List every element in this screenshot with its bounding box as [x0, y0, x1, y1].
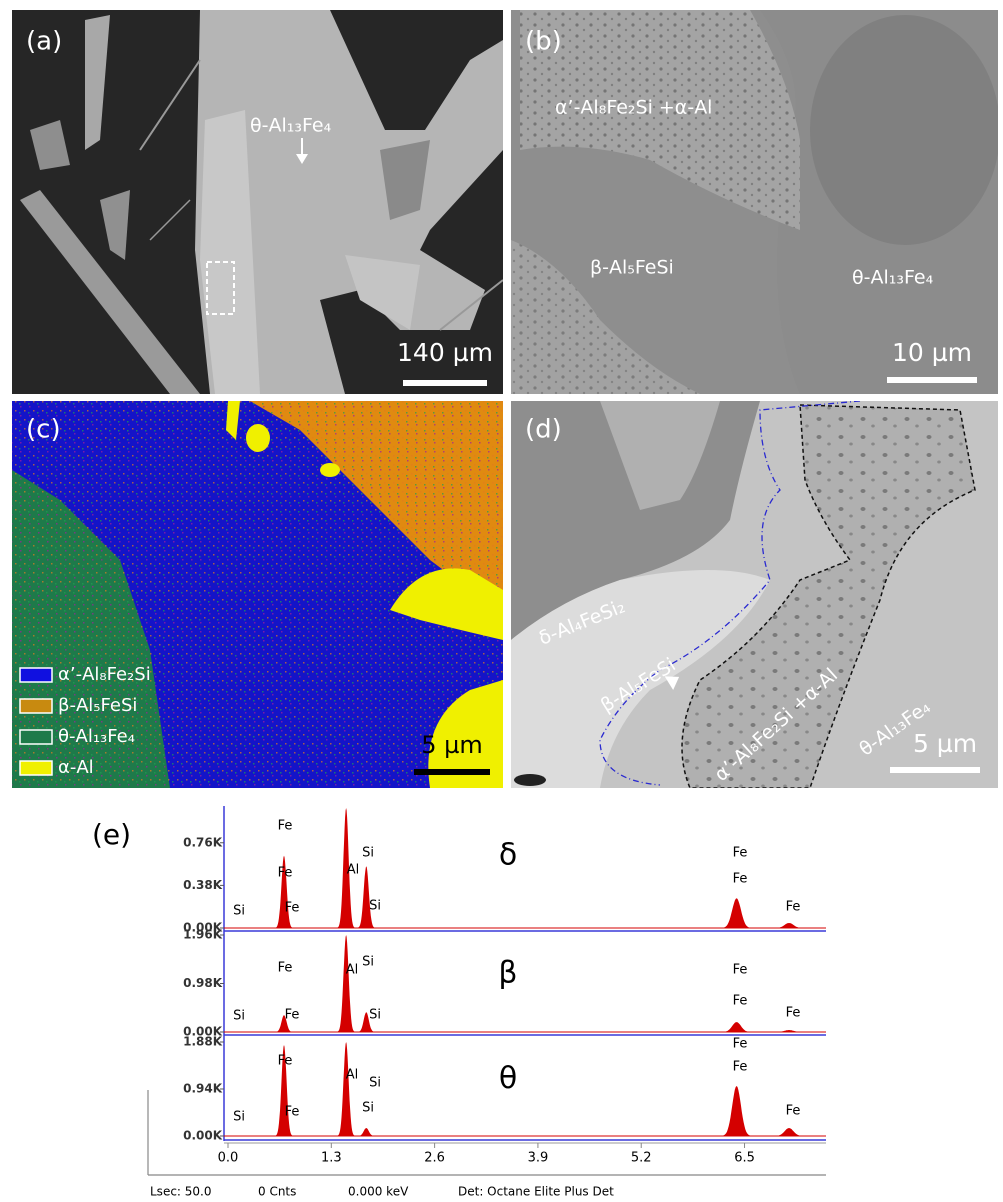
- y-tick-label: 0.38K: [183, 878, 223, 892]
- x-tick-label: 6.5: [734, 1151, 755, 1166]
- phase-label: β-Al₅FeSi: [590, 257, 674, 279]
- x-tick-label: 2.6: [424, 1151, 445, 1166]
- peak-label: Fe: [786, 1006, 801, 1021]
- peak-label: Si: [362, 846, 374, 861]
- peak-label: Fe: [733, 872, 748, 887]
- y-tick-label: 0.76K: [183, 835, 223, 849]
- panel-a: [12, 10, 503, 394]
- peak-label: Fe: [786, 1104, 801, 1119]
- legend-label: β-Al₅FeSi: [58, 695, 137, 716]
- panel-label: (e): [92, 818, 131, 851]
- peak: [336, 1042, 356, 1136]
- x-tick-label: 5.2: [631, 1151, 652, 1166]
- legend-swatch: [20, 668, 52, 682]
- x-tick-label: 3.9: [528, 1151, 549, 1166]
- legend-swatch: [20, 730, 52, 744]
- peak-label: Si: [369, 899, 381, 914]
- peak-label: Al: [347, 863, 360, 878]
- legend-label: α-Al: [58, 757, 94, 778]
- peak: [719, 1022, 754, 1032]
- footer-text: 0 Cnts: [258, 1185, 296, 1199]
- scale-bar-label: 10 µm: [892, 338, 972, 367]
- panel-label: (a): [26, 27, 62, 57]
- peak-label: Si: [369, 1076, 381, 1091]
- phase-label: α’-Al₈Fe₂Si +α-Al: [555, 97, 712, 119]
- scale-bar-label: 140 µm: [397, 338, 493, 367]
- peak-label: Fe: [733, 963, 748, 978]
- peak-label: Fe: [278, 866, 293, 881]
- phase-label: θ-Al₁₃Fe₄: [250, 115, 332, 137]
- peak-label: Al: [346, 1068, 359, 1083]
- peak-label: Si: [233, 1110, 245, 1125]
- peak-label: Fe: [733, 846, 748, 861]
- footer: Lsec: 50.0 0 Cnts 0.000 keV Det: Octane Eli…: [150, 1185, 614, 1199]
- legend-swatch: [20, 699, 52, 713]
- spectrum-title: δ: [499, 838, 517, 873]
- spectrum-title: β: [498, 955, 517, 990]
- panel-b: [511, 10, 1000, 394]
- y-tick-label: 1.96K: [183, 928, 223, 942]
- y-tick-label: 0.00K: [183, 1129, 223, 1143]
- peak-label: Fe: [733, 994, 748, 1009]
- peak: [719, 1086, 754, 1136]
- peak-label: Fe: [278, 819, 293, 834]
- y-tick-label: 0.98K: [183, 976, 223, 990]
- scale-bar-label: 5 µm: [421, 731, 483, 759]
- peak-label: Fe: [278, 961, 293, 976]
- legend-label: θ-Al₁₃Fe₄: [58, 726, 135, 747]
- footer-text: 0.000 keV: [348, 1185, 409, 1199]
- peak-label: Si: [362, 955, 374, 970]
- peak-label: Fe: [285, 1008, 300, 1023]
- peak-label: Al: [346, 963, 359, 978]
- spectrum-title: θ: [499, 1061, 517, 1096]
- peak: [772, 1128, 807, 1136]
- panel-label: (b): [525, 27, 562, 57]
- peak: [719, 898, 754, 928]
- footer-text: Lsec: 50.0: [150, 1185, 212, 1199]
- peak: [772, 923, 807, 928]
- peak-label: Fe: [733, 1060, 748, 1075]
- peak-label: Si: [362, 1101, 374, 1116]
- footer-text: Det: Octane Elite Plus Det: [458, 1185, 614, 1199]
- figure: (a) θ-Al₁₃Fe₄ 140 µm (b) α’-Al₈Fe₂Si +α-…: [0, 0, 1003, 1202]
- x-tick-label: 1.3: [321, 1151, 342, 1166]
- y-tick-label: 0.94K: [183, 1082, 223, 1096]
- peak-label: Fe: [285, 1105, 300, 1120]
- phase-label: θ-Al₁₃Fe₄: [852, 267, 934, 289]
- panel-label: (c): [26, 415, 61, 445]
- peak: [356, 1128, 376, 1136]
- legend-swatch: [20, 761, 52, 775]
- peak-label: Fe: [285, 901, 300, 916]
- x-tick-label: 0.0: [218, 1151, 239, 1166]
- scale-bar-label: 5 µm: [913, 729, 977, 758]
- panel-label: (d): [525, 415, 562, 445]
- peak: [336, 935, 356, 1032]
- peak-label: Si: [233, 1009, 245, 1024]
- y-tick-label: 1.88K: [183, 1035, 223, 1049]
- peak-label: Si: [233, 904, 245, 919]
- peak-label: Fe: [786, 900, 801, 915]
- peak-label: Fe: [278, 1054, 293, 1069]
- peak-label: Fe: [733, 1037, 748, 1052]
- legend-label: α’-Al₈Fe₂Si: [58, 664, 151, 685]
- peak-label: Si: [369, 1008, 381, 1023]
